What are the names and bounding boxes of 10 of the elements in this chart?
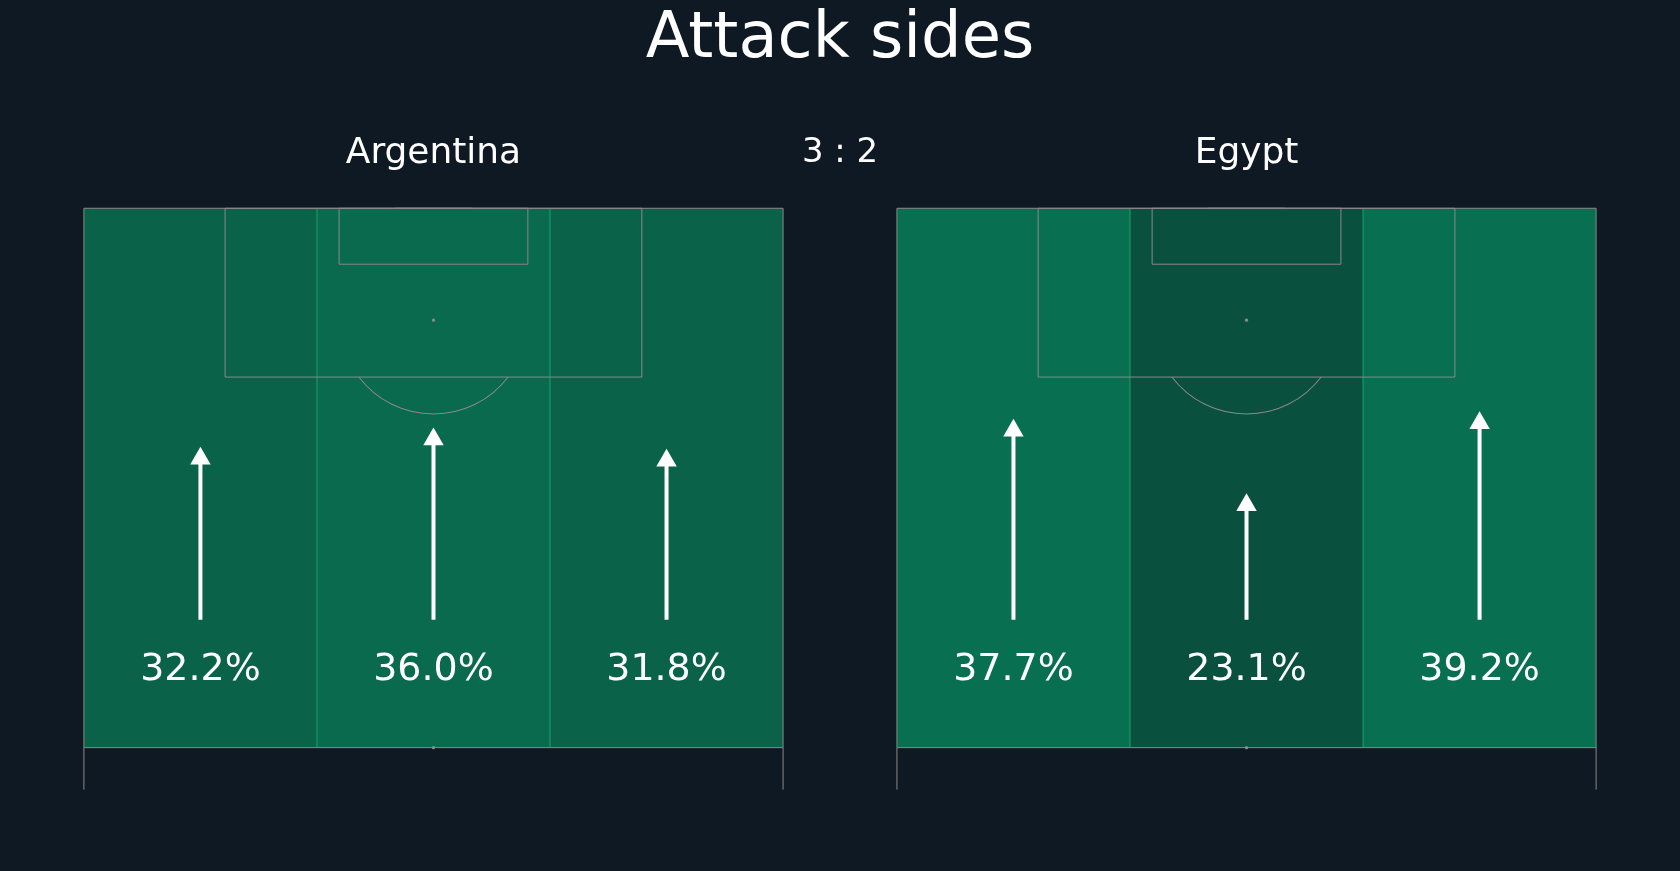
data-label: 32.2% [140, 644, 261, 689]
text: Egypt [1194, 130, 1299, 172]
data-label: 36.0% [373, 644, 494, 689]
data-label: 31.8% [606, 644, 727, 689]
data-label: 23.1% [1186, 644, 1307, 689]
data-label: 37.7% [953, 644, 1074, 689]
data-label: 39.2% [1419, 644, 1540, 689]
text: Attack sides [645, 0, 1035, 72]
text: Argentina [345, 130, 522, 172]
text: 3 : 2 [801, 130, 879, 171]
